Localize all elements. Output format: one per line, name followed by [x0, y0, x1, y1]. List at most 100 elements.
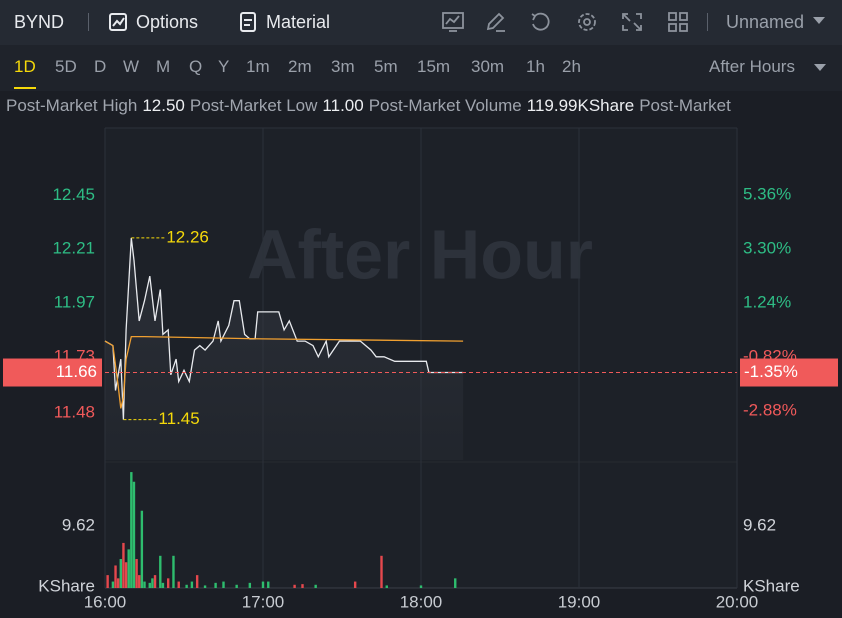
- options-tab[interactable]: Options: [136, 12, 199, 32]
- x-tick-label: 19:00: [558, 592, 601, 611]
- timeframe[interactable]: 5m: [374, 57, 398, 76]
- timeframe[interactable]: W: [123, 57, 140, 76]
- stat-label: Post-Market: [639, 96, 731, 115]
- volume-bar: [127, 549, 130, 588]
- stat-value: 11.00: [322, 96, 364, 115]
- timeframe[interactable]: 5D: [55, 57, 77, 76]
- annotation-label: 12.26: [166, 227, 209, 246]
- volume-bar: [132, 481, 136, 588]
- settings-icon[interactable]: [575, 11, 599, 33]
- y-tick-label: 12.45: [52, 185, 95, 204]
- volume-bar: [177, 581, 180, 588]
- volume-bar: [235, 584, 238, 588]
- volume-bar: [151, 578, 154, 588]
- timeframe-bar: 1D 5D D W M Q Y 1m 2m 3m 5m 15m 30m 1h 2h After Hours: [0, 45, 842, 91]
- volume-bar: [419, 585, 423, 588]
- x-tick-label: 17:00: [242, 592, 285, 611]
- volume-bar: [380, 555, 383, 588]
- layout-name[interactable]: Unnamed: [726, 12, 805, 32]
- volume-bar: [454, 578, 457, 588]
- volume-bar: [148, 582, 151, 588]
- volume-bar: [203, 585, 207, 588]
- toolbar: BYND Options Material Unnamed: [0, 0, 842, 45]
- timeframe[interactable]: 1h: [526, 57, 545, 76]
- refresh-icon[interactable]: [529, 11, 553, 33]
- volume-bar: [159, 555, 162, 588]
- session-selector[interactable]: After Hours: [709, 57, 795, 76]
- volume-bar: [167, 578, 170, 588]
- volume-bar: [293, 584, 296, 588]
- volume-bar: [353, 581, 357, 588]
- current-change-box: [740, 358, 838, 387]
- current-price-box: [3, 358, 102, 387]
- volume-bar: [143, 581, 146, 588]
- timeframe[interactable]: 2h: [562, 57, 581, 76]
- y2-tick-label: 5.36%: [743, 185, 791, 204]
- stat-label: Post-Market Volume: [368, 96, 522, 115]
- y2-tick-label: 3.30%: [743, 239, 791, 258]
- symbol[interactable]: BYND: [14, 12, 65, 32]
- separator: [707, 13, 708, 31]
- x-tick-label: 18:00: [400, 592, 443, 611]
- timeframe[interactable]: Y: [218, 57, 230, 76]
- fullscreen-icon[interactable]: [620, 11, 644, 33]
- y-tick-label: 11.97: [54, 292, 95, 311]
- timeframe[interactable]: D: [94, 57, 107, 76]
- timeframe[interactable]: Q: [189, 57, 203, 76]
- y2-tick-label: 1.24%: [743, 293, 791, 312]
- timeframe[interactable]: 30m: [471, 57, 505, 76]
- active-underline: [14, 87, 36, 89]
- volume-bar: [138, 575, 141, 588]
- y-tick-label: 12.21: [52, 239, 95, 258]
- volume-bar: [106, 575, 109, 588]
- volume-bar: [267, 581, 270, 588]
- x-tick-label: 16:00: [84, 592, 127, 611]
- volume-bar: [124, 562, 128, 588]
- timeframe[interactable]: 2m: [288, 57, 312, 76]
- volume-unit: KShare: [38, 576, 95, 595]
- session-caret[interactable]: [814, 64, 826, 71]
- current-change-label: -1.35%: [744, 362, 798, 381]
- volume-bar: [114, 565, 117, 588]
- layout-icon[interactable]: [666, 11, 690, 33]
- volume-bar: [222, 581, 225, 588]
- stat-value: 119.99KShare: [526, 96, 635, 115]
- volume-bar: [195, 575, 199, 588]
- material-tab[interactable]: Material: [266, 12, 331, 32]
- timeframe[interactable]: M: [156, 57, 171, 76]
- volume-bar: [314, 584, 317, 588]
- x-tick-label: 20:00: [716, 592, 759, 611]
- price-area: [105, 237, 464, 460]
- timeframe[interactable]: 1D: [14, 57, 36, 76]
- volume-bar: [153, 575, 157, 588]
- y-tick-label: 11.48: [54, 402, 95, 421]
- timeframe[interactable]: 1m: [246, 57, 270, 76]
- timeframe[interactable]: 3m: [331, 57, 355, 76]
- annotation-label: 11.45: [158, 409, 199, 428]
- watermark: After Hour: [247, 215, 593, 293]
- volume-bar: [261, 581, 265, 588]
- volume-bar: [116, 578, 120, 588]
- stats-row: Post-Market High 12.50 Post-Market Low 11.0…: [6, 96, 842, 120]
- volume-bar: [161, 582, 165, 588]
- separator: [88, 13, 89, 31]
- options-icon[interactable]: [108, 11, 128, 33]
- volume-bar: [385, 585, 388, 588]
- layout-caret[interactable]: [812, 16, 826, 26]
- draw-icon[interactable]: [484, 11, 508, 33]
- volume-bar: [190, 581, 194, 588]
- stat-value: 12.50: [142, 96, 185, 115]
- chart-type-icon[interactable]: [441, 11, 465, 33]
- volume-tick-label: 9.62: [743, 516, 776, 535]
- stat-label: Post-Market High: [6, 96, 138, 115]
- stat-label: Post-Market Low: [189, 96, 318, 115]
- volume-bar: [119, 559, 122, 588]
- timeframe[interactable]: 15m: [417, 57, 451, 76]
- material-icon[interactable]: [238, 11, 258, 33]
- volume-bar: [135, 559, 138, 588]
- volume-bar: [130, 472, 133, 588]
- volume-bar: [301, 584, 304, 588]
- volume-bar: [111, 581, 115, 588]
- volume-bar: [185, 584, 188, 588]
